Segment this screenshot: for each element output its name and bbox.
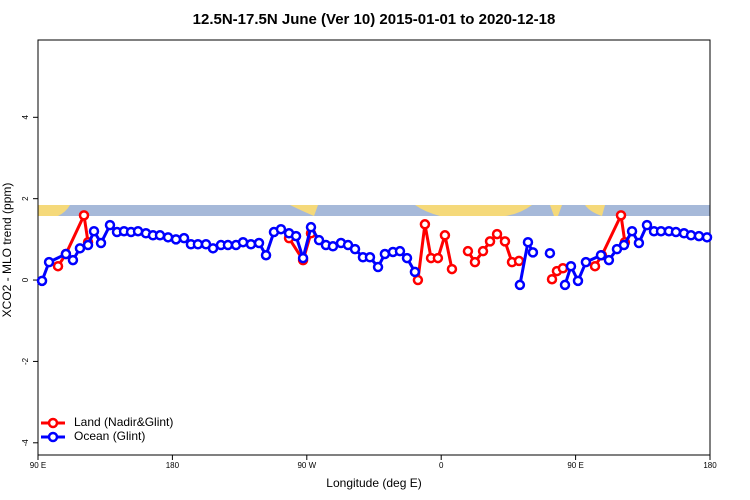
data-point [349, 243, 361, 255]
legend-label: Land (Nadir&Glint) [74, 415, 173, 429]
data-point [484, 236, 496, 247]
chart-title: 12.5N-17.5N June (Ver 10) 2015-01-01 to … [193, 11, 556, 28]
data-point [154, 230, 166, 241]
data-point [527, 247, 539, 258]
data-point [544, 247, 556, 259]
y-tick-label: 4 [21, 115, 30, 120]
data-point [409, 266, 421, 278]
x-tick-label: 90 E [30, 461, 46, 470]
x-axis-label: Longitude (deg E) [326, 476, 421, 490]
y-tick-label: -4 [21, 439, 30, 447]
data-point [36, 275, 48, 287]
legend-marker [47, 417, 59, 429]
x-tick-label: 0 [439, 461, 444, 470]
data-point [572, 275, 584, 287]
data-point [170, 234, 182, 245]
data-point [178, 232, 190, 244]
data-point [589, 260, 601, 272]
data-point [499, 236, 511, 247]
data-point [559, 279, 571, 291]
data-point [469, 256, 481, 268]
data-point [379, 248, 391, 260]
data-point [43, 256, 55, 268]
data-point [439, 230, 451, 241]
data-point [522, 236, 534, 248]
data-point [260, 249, 272, 261]
data-point [60, 248, 72, 260]
data-point [327, 241, 339, 252]
data-point [82, 239, 94, 251]
y-tick-label: 2 [21, 196, 30, 201]
data-point [104, 219, 116, 231]
data-point [88, 225, 100, 237]
data-point [412, 274, 424, 286]
data-point [693, 230, 705, 242]
data-point [514, 279, 526, 291]
data-point [401, 252, 413, 264]
data-point [394, 245, 406, 257]
data-point [52, 260, 64, 272]
data-point [557, 263, 569, 274]
data-point [546, 273, 558, 285]
data-point [633, 237, 645, 249]
x-tick-label: 90 E [567, 461, 583, 470]
y-axis-label: XCO2 - MLO trend (ppm) [0, 183, 14, 318]
data-point [290, 230, 302, 242]
data-point [305, 221, 317, 233]
data-point [313, 234, 325, 246]
plot-frame [37, 39, 711, 456]
data-point [372, 261, 384, 273]
y-tick-label: -2 [21, 357, 30, 365]
data-point [364, 252, 376, 263]
data-point [477, 245, 489, 257]
legend-marker [47, 431, 59, 443]
data-point [595, 249, 607, 261]
y-tick-label: 0 [21, 277, 30, 282]
data-point [603, 254, 615, 266]
data-point [275, 223, 287, 235]
data-point [491, 228, 503, 240]
data-point [618, 239, 630, 251]
legend-label: Ocean (Glint) [74, 429, 145, 443]
land-sea-band [38, 205, 710, 216]
data-point [446, 263, 458, 275]
data-point [670, 226, 682, 238]
data-point [78, 210, 90, 221]
x-tick-label: 180 [703, 461, 717, 470]
data-point [67, 254, 79, 266]
data-point [462, 245, 474, 257]
data-point [701, 232, 713, 243]
data-point [297, 252, 309, 264]
data-point [432, 252, 444, 264]
data-point [615, 210, 627, 221]
data-point [245, 238, 257, 250]
data-point [580, 256, 592, 268]
data-point [565, 260, 577, 272]
data-point [74, 243, 86, 254]
x-tick-label: 180 [166, 461, 180, 470]
data-point [419, 219, 431, 230]
data-point [192, 238, 204, 250]
data-point [222, 239, 234, 251]
x-tick-label: 90 W [297, 461, 316, 470]
data-point [641, 219, 653, 231]
data-point [95, 237, 107, 249]
data-point [626, 225, 638, 237]
data-point [253, 237, 265, 249]
data-point [513, 255, 525, 267]
